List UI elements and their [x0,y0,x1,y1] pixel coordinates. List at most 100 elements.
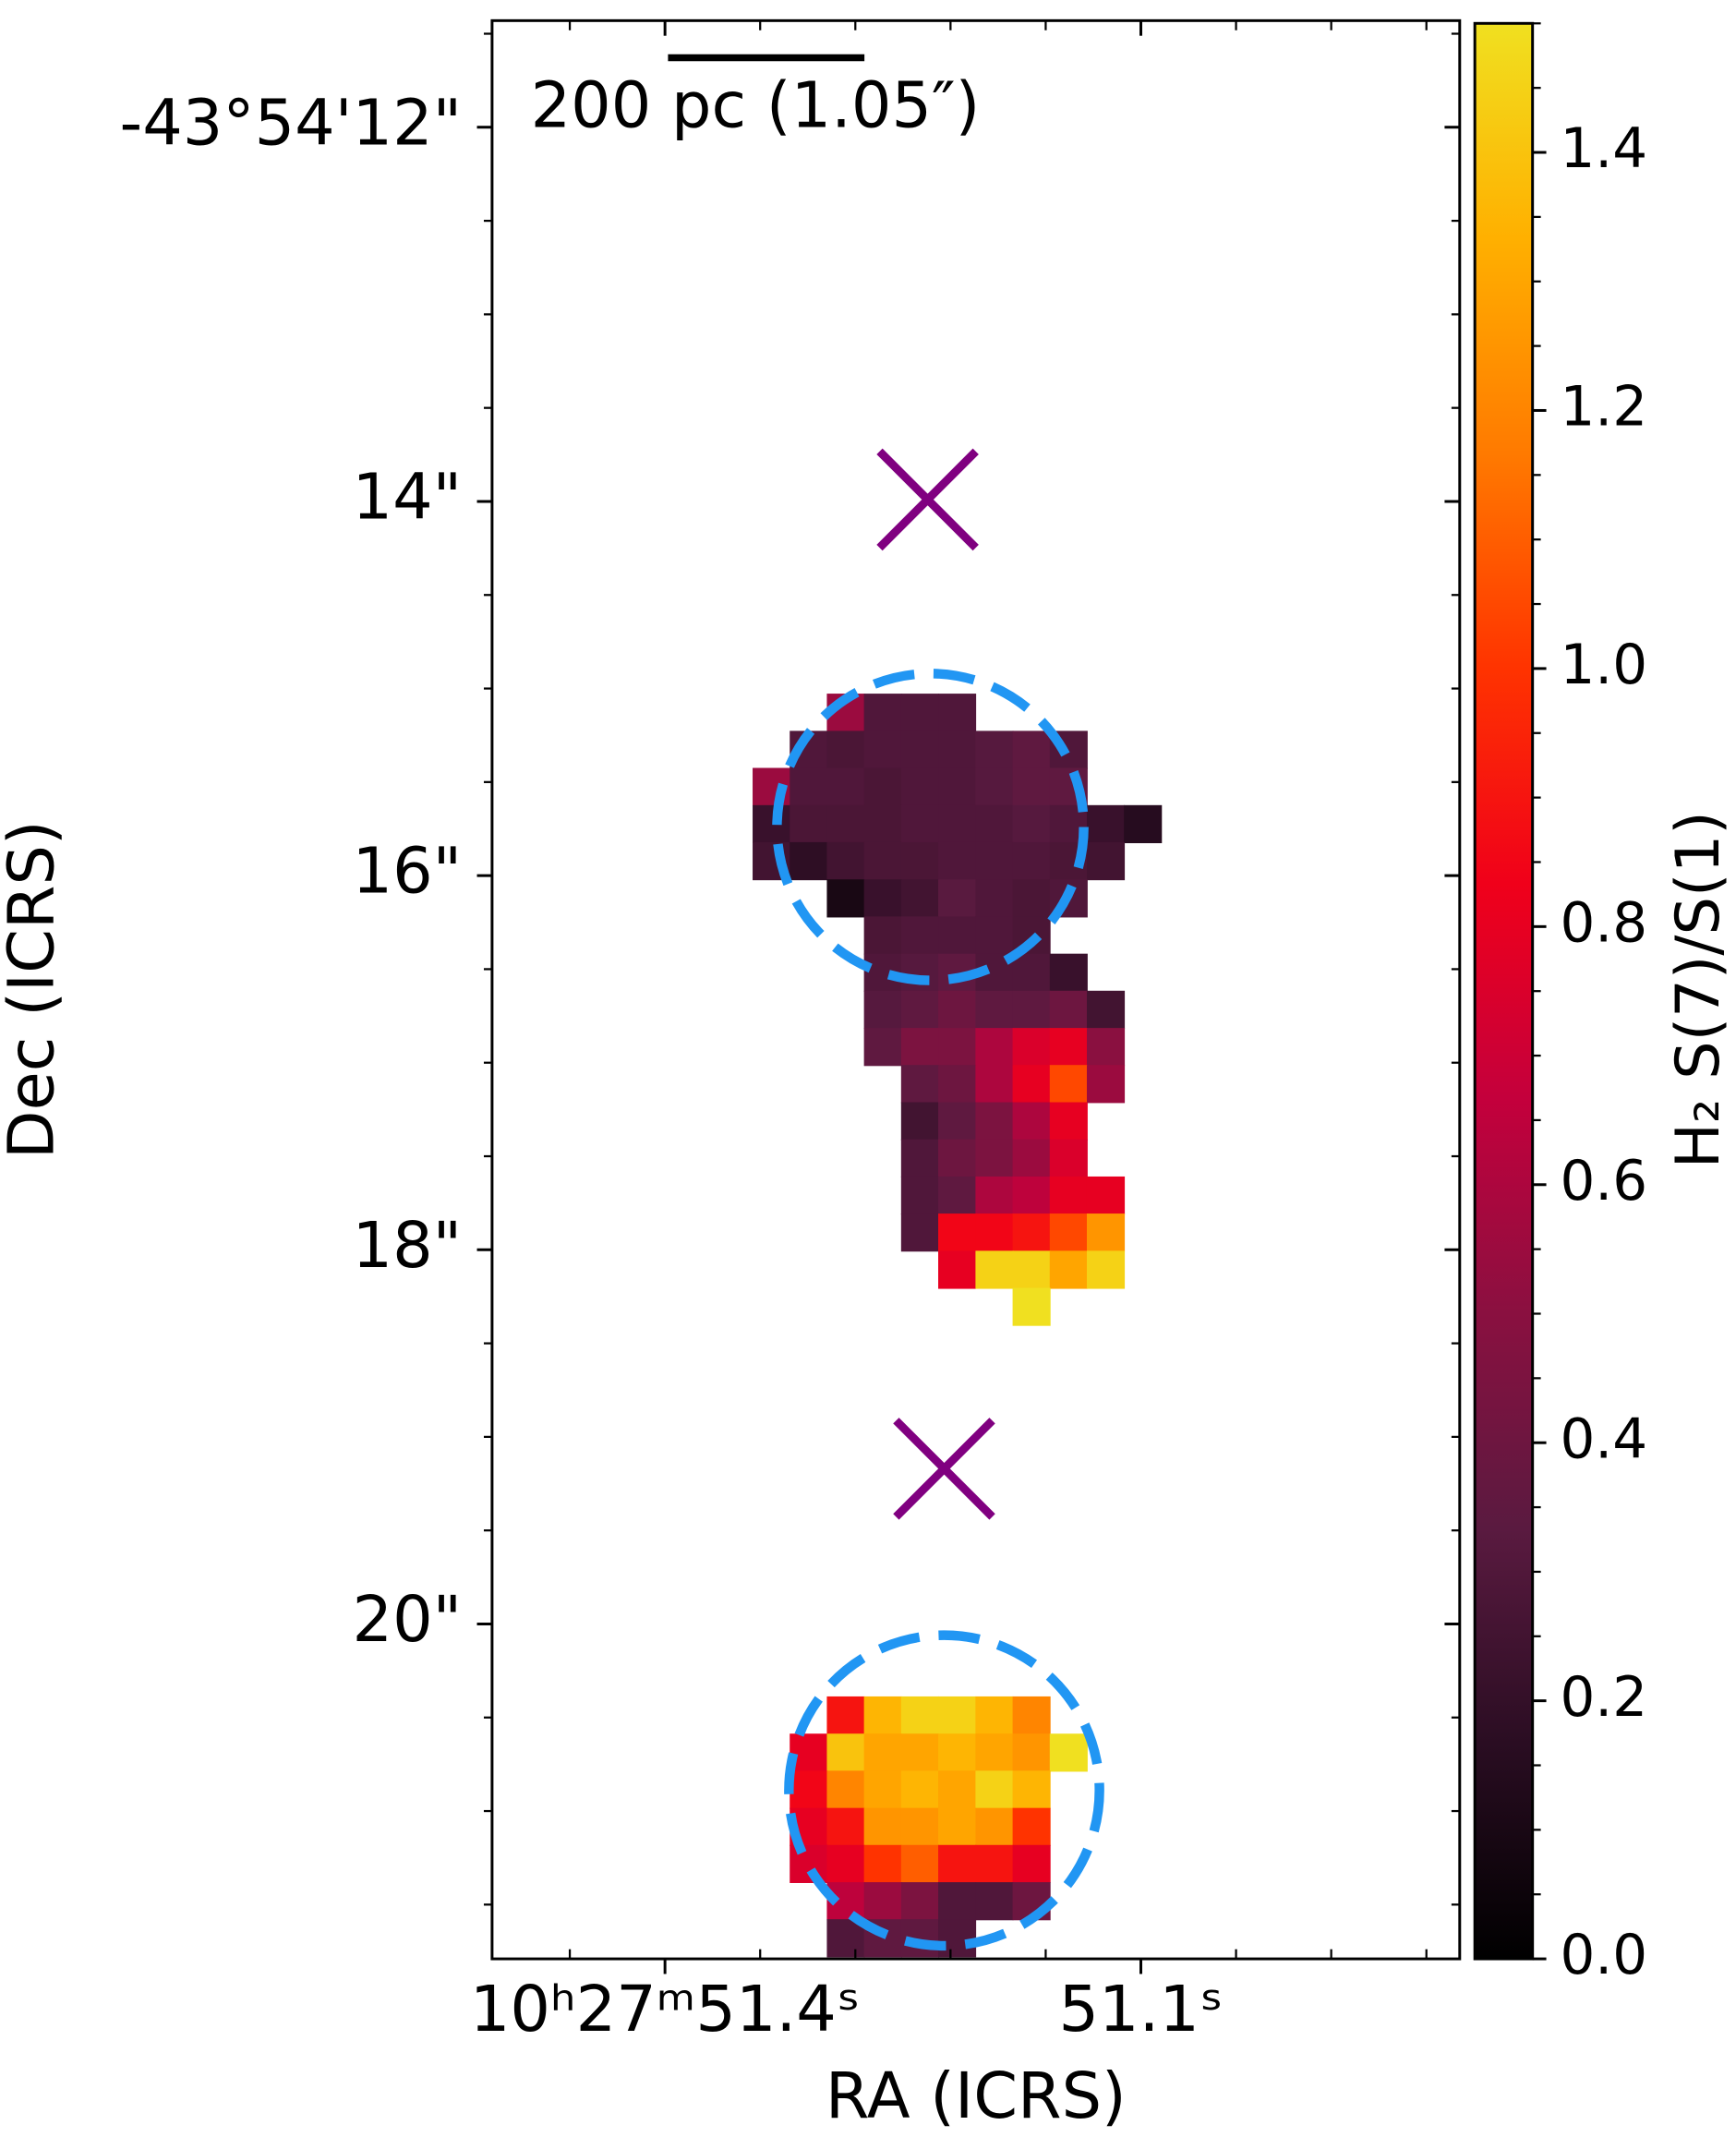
heatmap-cell [975,1176,1014,1215]
heatmap-cell [1086,990,1126,1029]
colorbar-tick-label: 0.4 [1560,1407,1647,1471]
heatmap-cell [826,1807,865,1846]
heatmap-cell [1086,1250,1126,1289]
heatmap-cell [1012,879,1051,918]
heatmap-cell [1012,1102,1051,1141]
aperture-circle [784,1630,1104,1951]
heatmap-cell [975,730,1014,769]
heatmap-cell [900,694,939,732]
heatmap-cell [1012,990,1051,1029]
heatmap-cell [1049,1250,1088,1289]
heatmap-cell [900,1882,939,1921]
y-tick-label: 16" [353,835,463,909]
heatmap-cell [1049,1065,1088,1104]
heatmap-cell [863,841,902,881]
heatmap-cell [826,1770,865,1809]
heatmap-cell [975,916,1014,955]
y-axis-label: Dec (ICRS) [0,820,68,1159]
heatmap-cell [1012,1065,1051,1104]
heatmap-cell [938,1696,977,1735]
heatmap-cell [938,767,977,806]
heatmap-cell [975,841,1014,881]
heatmap-cell [1086,1065,1126,1104]
heatmap-cell [900,879,939,918]
heatmap-cell [975,767,1014,806]
heatmap-cell [975,1807,1014,1846]
heatmap-cell [790,1733,828,1772]
heatmap-cell [863,694,902,732]
heatmap-cell [900,916,939,955]
heatmap-cell [863,1733,902,1772]
heatmap-cell [1049,1139,1088,1177]
heatmap-cell [938,1919,977,1958]
heatmap-cell [900,990,939,1029]
heatmap-cell [900,1176,939,1215]
heatmap-cell [1012,1807,1051,1846]
heatmap-cell [1012,1139,1051,1177]
heatmap-cell [863,1882,902,1921]
heatmap-cell [790,841,828,881]
heatmap-cell [1049,1733,1088,1772]
heatmap-cell [938,1844,977,1883]
heatmap-cell [1012,767,1051,806]
heatmap-cell [900,1213,939,1252]
heatmap-cell [938,730,977,769]
heatmap-cell [975,1028,1014,1067]
heatmap-cell [790,1844,828,1883]
colorbar-tick-label: 0.0 [1560,1924,1647,1987]
heatmap-cell [826,730,865,769]
heatmap-cell [938,1028,977,1067]
heatmap-cell [938,916,977,955]
heatmap-cell [790,1770,828,1809]
colorbar-tick-label: 1.4 [1560,117,1647,181]
heatmap-cell [826,804,865,844]
heatmap-cell [938,694,977,732]
heatmap-cell [938,1770,977,1809]
heatmap-cell [826,841,865,881]
heatmap-cell [753,804,791,844]
heatmap-cell [1086,1176,1126,1215]
heatmap-cell [900,1696,939,1735]
heatmap-cell [975,1102,1014,1141]
colorbar-tick-label: 0.2 [1560,1666,1647,1730]
heatmap-cell [938,1807,977,1846]
heatmap-cell [1049,990,1088,1029]
heatmap-cell [975,879,1014,918]
heatmap-cell [826,767,865,806]
heatmap-cell [1012,804,1051,844]
heatmap-cell [863,879,902,918]
colorbar-tick-label: 1.2 [1560,376,1647,440]
heatmap-cell [826,1844,865,1883]
heatmap-cell [938,1882,977,1921]
heatmap-cell [975,1733,1014,1772]
heatmap-cell [1086,841,1126,881]
colorbar [1473,21,1535,1961]
heatmap-cell [863,1696,902,1735]
heatmap-cell [900,1139,939,1177]
heatmap-cell [938,804,977,844]
y-tick-label: -43°54'12" [120,86,463,160]
heatmap-cell [863,1807,902,1846]
heatmap-cell [863,916,902,955]
heatmap-cell [1086,804,1126,844]
heatmap-cell [900,767,939,806]
heatmap-cell [826,1733,865,1772]
heatmap-cell [863,767,902,806]
x-tick-label: 51.1ˢ [1059,1973,1224,2046]
heatmap-cell [1012,1176,1051,1215]
x-marker [876,448,979,551]
heatmap-cell [1124,804,1163,844]
heatmap-cell [1086,1028,1126,1067]
heatmap-cell [1049,1176,1088,1215]
heatmap-cell [826,879,865,918]
heatmap-cell [863,730,902,769]
heatmap-cell [900,1770,939,1809]
heatmap-cell [938,1213,977,1252]
heatmap-cell [1012,730,1051,769]
heatmap-cell [1012,953,1051,992]
heatmap-cell [938,841,977,881]
heatmap-cell [900,1028,939,1067]
heatmap-cell [1086,1213,1126,1252]
heatmap-cell [938,1102,977,1141]
colorbar-tick-label: 1.0 [1560,634,1647,697]
